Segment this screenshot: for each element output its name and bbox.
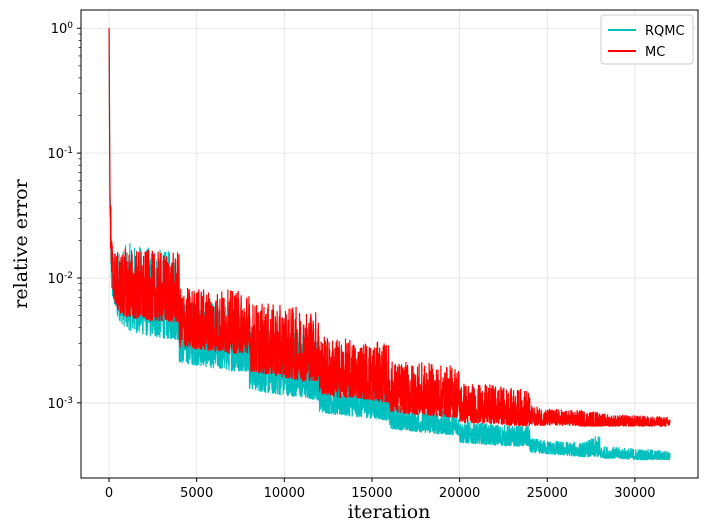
x-axis-ticks: 0 5000 10000 15000 20000 25000 30000 bbox=[105, 478, 656, 501]
x-axis-label: iteration bbox=[348, 501, 431, 523]
legend-label-mc: MC bbox=[645, 45, 665, 60]
series-layer bbox=[108, 28, 671, 461]
x-tick-label: 10000 bbox=[264, 486, 305, 501]
y-tick-label: 10-3 bbox=[47, 396, 73, 412]
y-tick-label: 10-1 bbox=[47, 146, 73, 162]
x-tick-label: 15000 bbox=[351, 486, 392, 501]
x-tick-label: 0 bbox=[105, 486, 113, 501]
x-tick-label: 5000 bbox=[180, 486, 213, 501]
series-line-mc bbox=[108, 28, 671, 427]
y-axis-ticks: 10-3 10-2 10-1 100 bbox=[47, 21, 81, 412]
plot-frame bbox=[80, 9, 699, 479]
y-tick-label: 10-2 bbox=[47, 271, 73, 287]
y-tick-label: 100 bbox=[51, 21, 74, 37]
x-tick-label: 20000 bbox=[439, 486, 480, 501]
y-axis-label: relative error bbox=[10, 178, 32, 308]
x-tick-label: 25000 bbox=[527, 486, 568, 501]
legend: RQMC MC bbox=[600, 14, 694, 65]
grid bbox=[81, 10, 698, 478]
legend-label-rqmc: RQMC bbox=[645, 24, 685, 39]
x-tick-label: 30000 bbox=[614, 486, 655, 501]
